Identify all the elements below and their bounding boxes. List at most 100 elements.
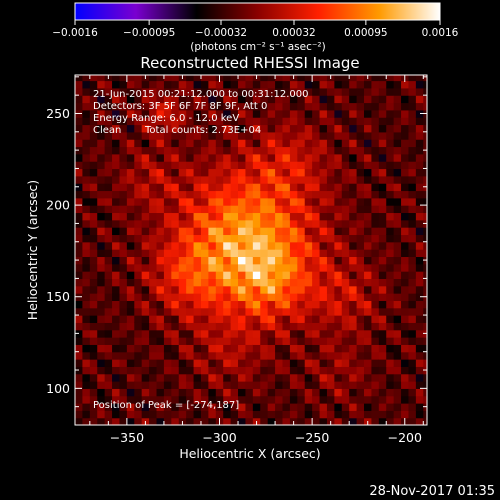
heatmap-cell: [282, 263, 291, 272]
heatmap-cell: [267, 95, 276, 104]
heatmap-cell: [349, 366, 358, 375]
heatmap-cell: [297, 285, 306, 294]
heatmap-cell: [378, 278, 387, 287]
heatmap-cell: [408, 395, 417, 404]
heatmap-cell: [326, 366, 335, 375]
heatmap-cell: [275, 344, 284, 353]
heatmap-cell: [282, 87, 291, 96]
heatmap-cell: [289, 87, 298, 96]
heatmap-cell: [275, 256, 284, 265]
heatmap-cell: [141, 219, 150, 228]
heatmap-cell: [252, 300, 261, 309]
heatmap-cell: [171, 109, 180, 118]
heatmap-cell: [119, 212, 128, 221]
heatmap-cell: [223, 75, 232, 82]
heatmap-cell: [171, 307, 180, 316]
heatmap-cell: [104, 95, 113, 104]
heatmap-cell: [260, 285, 269, 294]
heatmap-cell: [126, 373, 135, 382]
heatmap-cell: [341, 109, 350, 118]
heatmap-cell: [267, 351, 276, 360]
heatmap-cell: [408, 300, 417, 309]
heatmap-cell: [75, 139, 84, 148]
heatmap-cell: [260, 80, 269, 89]
heatmap-cell: [297, 87, 306, 96]
heatmap-cell: [267, 124, 276, 133]
heatmap-cell: [119, 175, 128, 184]
heatmap-cell: [141, 175, 150, 184]
heatmap-cell: [289, 234, 298, 243]
heatmap-cell: [163, 175, 172, 184]
heatmap-cell: [163, 256, 172, 265]
heatmap-cell: [364, 263, 373, 272]
heatmap-cell: [104, 117, 113, 126]
heatmap-cell: [200, 256, 209, 265]
heatmap-cell: [97, 175, 106, 184]
heatmap-cell: [82, 366, 91, 375]
heatmap-cell: [186, 359, 195, 367]
heatmap-cell: [193, 307, 202, 316]
heatmap-cell: [200, 190, 209, 199]
heatmap-cell: [401, 212, 410, 221]
heatmap-cell: [319, 293, 328, 301]
heatmap-cell: [193, 410, 202, 419]
heatmap-cell: [163, 219, 172, 228]
heatmap-cell: [408, 403, 417, 411]
heatmap-cell: [393, 212, 402, 221]
heatmap-cell: [178, 80, 187, 89]
heatmap-cell: [171, 234, 180, 243]
heatmap-cell: [112, 337, 121, 345]
heatmap-cell: [156, 388, 165, 397]
heatmap-cell: [334, 329, 343, 338]
heatmap-cell: [415, 256, 424, 265]
heatmap-cell: [97, 168, 106, 177]
heatmap-cell: [334, 161, 343, 170]
heatmap-cell: [393, 329, 402, 338]
heatmap-cell: [89, 197, 98, 206]
heatmap-cell: [319, 403, 328, 411]
heatmap-cell: [126, 131, 135, 140]
heatmap-cell: [208, 146, 217, 155]
heatmap-cell: [378, 241, 387, 250]
heatmap-cell: [371, 183, 380, 192]
heatmap-cell: [126, 322, 135, 331]
heatmap-cell: [304, 161, 313, 170]
heatmap-cell: [75, 307, 84, 316]
heatmap-cell: [252, 263, 261, 272]
heatmap-cell: [119, 205, 128, 214]
heatmap-cell: [304, 124, 313, 133]
heatmap-cell: [415, 278, 424, 287]
heatmap-cell: [104, 322, 113, 331]
heatmap-cell: [401, 102, 410, 111]
heatmap-cell: [312, 381, 321, 389]
heatmap-cell: [149, 190, 158, 199]
heatmap-cell: [378, 410, 387, 419]
heatmap-cell: [215, 153, 224, 162]
heatmap-cell: [215, 124, 224, 133]
heatmap-cell: [386, 410, 395, 419]
heatmap-cell: [282, 75, 291, 82]
heatmap-cell: [341, 139, 350, 148]
heatmap-cell: [364, 322, 373, 331]
heatmap-cell: [230, 241, 239, 250]
heatmap-cell: [208, 219, 217, 228]
heatmap-cell: [163, 87, 172, 96]
heatmap-cell: [89, 293, 98, 301]
heatmap-cell: [134, 395, 143, 404]
heatmap-cell: [349, 359, 358, 367]
heatmap-cell: [223, 344, 232, 353]
heatmap-cell: [401, 95, 410, 104]
heatmap-cell: [304, 190, 313, 199]
heatmap-cell: [423, 381, 427, 389]
heatmap-cell: [171, 329, 180, 338]
heatmap-cell: [378, 102, 387, 111]
heatmap-cell: [393, 124, 402, 133]
heatmap-cell: [341, 249, 350, 258]
heatmap-cell: [119, 344, 128, 353]
heatmap-cell: [341, 263, 350, 272]
heatmap-cell: [230, 366, 239, 375]
heatmap-cell: [230, 388, 239, 397]
heatmap-cell: [186, 410, 195, 419]
heatmap-cell: [252, 87, 261, 96]
heatmap-cell: [223, 109, 232, 118]
